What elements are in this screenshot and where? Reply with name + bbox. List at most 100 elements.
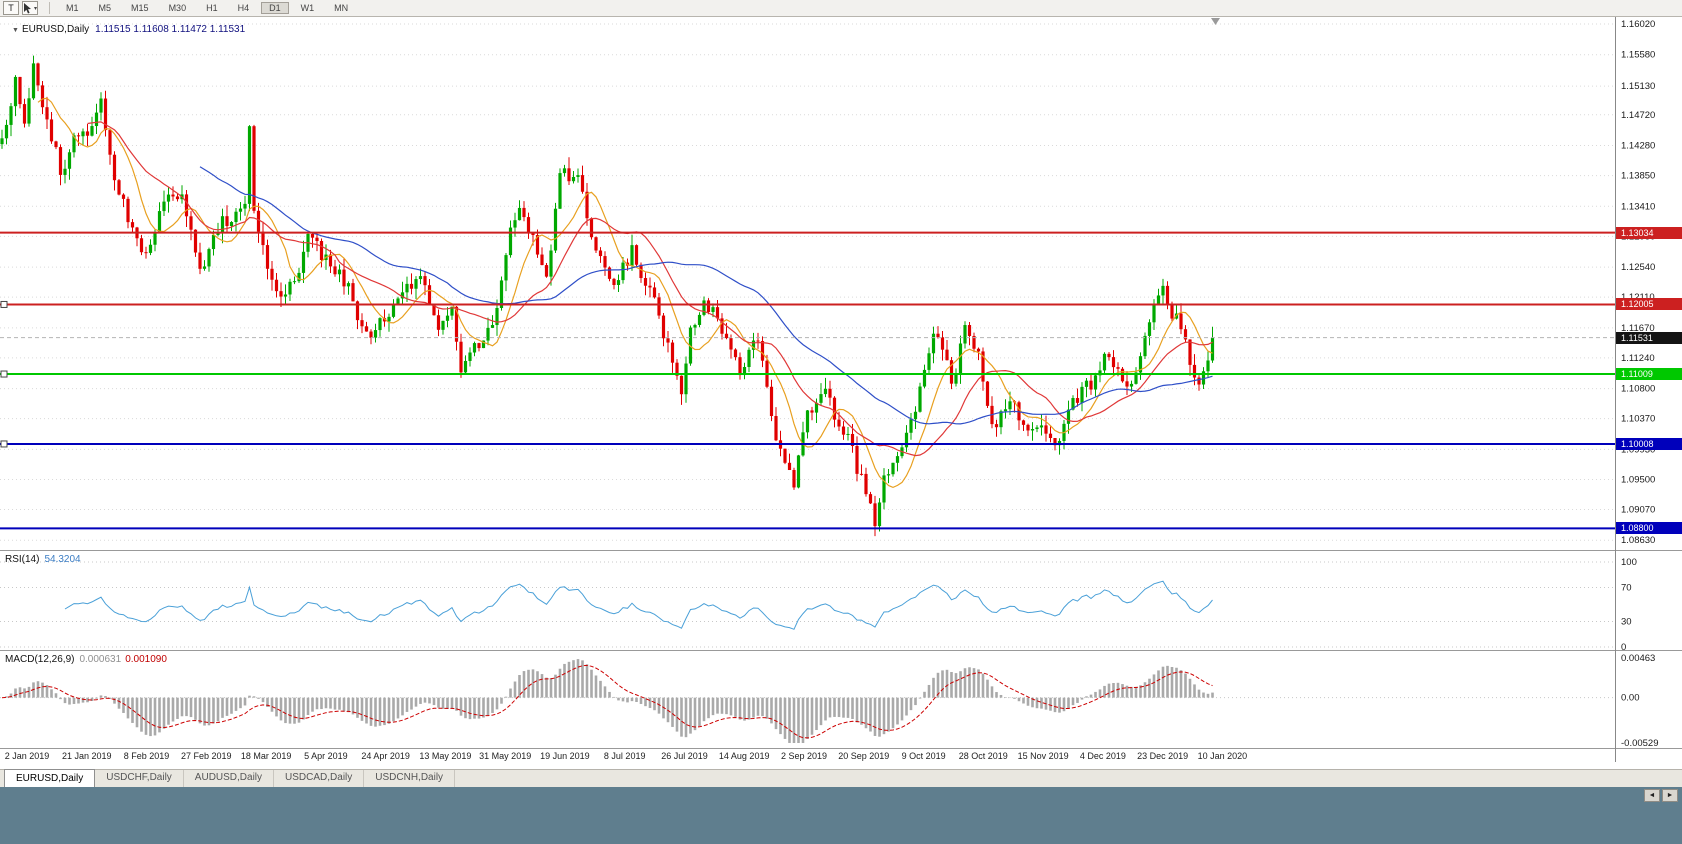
rsi-tick-label: 30 — [1621, 617, 1632, 628]
candle — [148, 239, 153, 256]
candle — [1075, 388, 1080, 407]
candle — [526, 212, 531, 239]
candle — [756, 332, 760, 349]
timeframe-button-m15[interactable]: M15 — [131, 3, 149, 13]
candle — [126, 196, 130, 229]
chart-tab-eurusd[interactable]: EURUSD,Daily — [4, 769, 96, 787]
candle — [612, 277, 616, 290]
candle — [49, 111, 54, 144]
timeframe-button-h1[interactable]: H1 — [206, 3, 218, 13]
candle — [1125, 371, 1129, 395]
candle — [954, 368, 958, 387]
candle — [202, 260, 207, 271]
macd-pane: 0.00463 0.00 -0.00529 — [0, 653, 1659, 749]
candle — [864, 467, 868, 497]
candle — [310, 233, 315, 248]
candle — [549, 244, 553, 286]
candle — [576, 168, 580, 183]
candle — [918, 382, 922, 413]
candle — [1188, 339, 1192, 376]
candle — [90, 116, 94, 137]
chart-tab-usdchf[interactable]: USDCHF,Daily — [95, 770, 184, 787]
candle — [436, 309, 441, 337]
date-tick-label: 8 Feb 2019 — [124, 751, 170, 761]
candle — [517, 200, 522, 221]
candle — [936, 326, 940, 339]
candle — [544, 263, 549, 278]
chart-tab-usdcnh[interactable]: USDCNH,Daily — [364, 770, 456, 787]
candle — [378, 317, 382, 337]
price-tick-label: 1.15130 — [1621, 81, 1655, 92]
candle — [504, 252, 508, 292]
candle — [346, 281, 351, 295]
candle — [1026, 423, 1030, 437]
scroll-right-button[interactable]: ► — [1662, 789, 1678, 802]
timeframe-button-d1[interactable]: D1 — [261, 2, 289, 14]
candle — [279, 282, 283, 308]
candle — [265, 239, 270, 280]
candle — [373, 323, 378, 343]
timeframe-toolbar: M1 M5 M15 M30 H1 H4 D1 W1 MN — [58, 2, 356, 14]
candle — [706, 298, 711, 315]
timeframe-button-m1[interactable]: M1 — [66, 3, 79, 13]
candle — [540, 247, 544, 266]
candle — [585, 182, 589, 226]
macd-signal-value: 0.001090 — [125, 654, 167, 665]
candle — [108, 129, 112, 165]
candle — [171, 186, 175, 201]
date-tick-label: 13 May 2019 — [419, 751, 471, 761]
candle — [828, 380, 832, 406]
candle — [337, 264, 342, 283]
price-tick-label: 1.10370 — [1621, 414, 1655, 425]
candle — [414, 276, 418, 299]
price-tick-label: 1.13410 — [1621, 201, 1655, 212]
candle — [958, 335, 963, 384]
candle — [333, 259, 337, 277]
ma-45-line — [199, 166, 1213, 425]
date-tick-label: 31 May 2019 — [479, 751, 531, 761]
chart-canvas[interactable]: 1.16020 1.15580 1.15130 1.14720 1.14280 1.138… — [0, 17, 1682, 762]
timeframe-button-m5[interactable]: M5 — [98, 3, 112, 13]
chart-tab-usdcad[interactable]: USDCAD,Daily — [274, 770, 365, 787]
candle — [787, 453, 792, 471]
candle — [180, 185, 184, 204]
candle — [1183, 325, 1188, 342]
cursor-tool-button[interactable]: ▾ — [22, 1, 39, 15]
rsi-tick-label: 0 — [1621, 642, 1626, 653]
timeframe-button-w1[interactable]: W1 — [300, 3, 315, 13]
candle — [972, 332, 976, 353]
date-tick-label: 24 Apr 2019 — [361, 751, 410, 761]
candle — [1111, 350, 1116, 376]
cursor-icon — [24, 2, 31, 13]
candle — [729, 334, 733, 359]
candle — [751, 332, 756, 359]
hline-handle[interactable] — [0, 440, 8, 448]
candle — [846, 427, 850, 441]
timeframe-button-m30[interactable]: M30 — [168, 3, 187, 13]
candle — [693, 323, 697, 336]
candle — [76, 132, 81, 146]
candle — [679, 375, 684, 405]
candle — [1179, 303, 1183, 335]
candle — [207, 247, 211, 272]
hline-handle[interactable] — [0, 300, 8, 308]
hline-handle[interactable] — [0, 370, 8, 378]
candle — [198, 242, 202, 275]
text-tool-button[interactable]: T — [3, 1, 19, 15]
timeframe-button-h4[interactable]: H4 — [237, 3, 250, 13]
timeframe-button-mn[interactable]: MN — [334, 3, 349, 13]
candle — [1089, 373, 1093, 395]
candle — [832, 396, 837, 428]
price-tick-label: 1.15580 — [1621, 50, 1655, 61]
price-line-badge-1.08800: 1.08800 — [1616, 522, 1682, 535]
chart-tab-audusd[interactable]: AUDUSD,Daily — [184, 770, 275, 787]
candle — [184, 189, 189, 228]
candle — [81, 128, 85, 146]
candle — [760, 336, 765, 368]
chart-shift-marker[interactable] — [1211, 18, 1220, 25]
rsi-pane: 100 70 30 0 — [0, 557, 1637, 653]
candle — [733, 348, 738, 361]
candle — [85, 123, 90, 146]
scroll-left-button[interactable]: ◄ — [1644, 789, 1660, 802]
